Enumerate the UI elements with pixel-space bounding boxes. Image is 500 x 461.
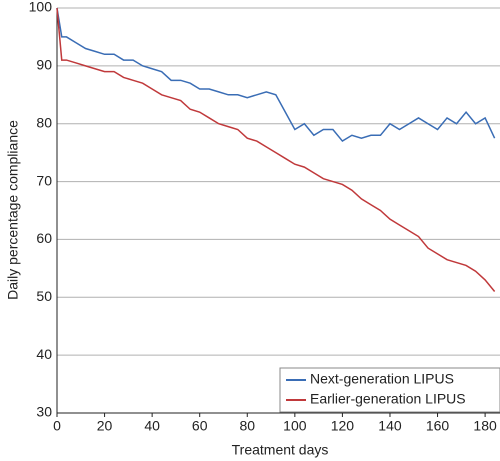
- x-tick-label: 20: [97, 418, 113, 434]
- x-tick-label: 180: [473, 418, 497, 434]
- x-tick-label: 160: [426, 418, 450, 434]
- y-axis-label: Daily percentage compliance: [5, 120, 21, 300]
- y-tick-label: 60: [36, 230, 52, 246]
- y-tick-label: 90: [36, 57, 52, 73]
- y-tick-label: 30: [36, 404, 52, 420]
- x-tick-label: 120: [331, 418, 355, 434]
- x-tick-label: 40: [144, 418, 160, 434]
- x-axis-label: Treatment days: [232, 442, 329, 458]
- x-tick-label: 0: [53, 418, 61, 434]
- legend-label: Earlier-generation LIPUS: [310, 391, 466, 407]
- legend-box: [279, 367, 500, 413]
- y-tick-label: 50: [36, 288, 52, 304]
- y-tick-label: 40: [36, 346, 52, 362]
- y-tick-label: 100: [29, 0, 53, 15]
- y-tick-label: 80: [36, 114, 52, 130]
- series-line: [56, 7, 496, 143]
- x-tick-label: 140: [378, 418, 402, 434]
- series-line: [56, 7, 496, 292]
- y-tick-label: 70: [36, 172, 52, 188]
- x-tick-label: 60: [192, 418, 208, 434]
- legend-label: Next-generation LIPUS: [310, 371, 454, 387]
- x-tick-label: 80: [239, 418, 255, 434]
- x-tick-label: 100: [283, 418, 307, 434]
